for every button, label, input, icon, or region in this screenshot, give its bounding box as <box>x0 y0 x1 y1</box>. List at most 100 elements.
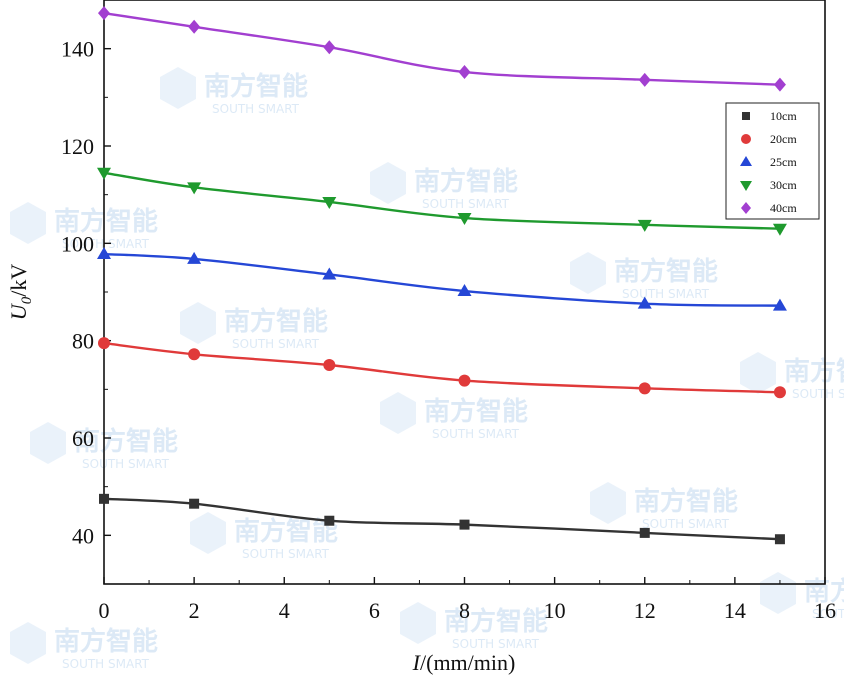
data-markers <box>97 6 787 545</box>
y-tick-label: 140 <box>61 37 94 62</box>
y-tick-label: 120 <box>61 134 94 159</box>
data-point-30cm <box>322 196 337 209</box>
data-point-20cm <box>773 386 786 399</box>
data-point-20cm <box>188 348 201 361</box>
watermark-logo-icon <box>570 252 606 294</box>
y-axis: 40 60 80 100 120 140 <box>61 0 111 585</box>
watermark-sub: SOUTH SMART <box>642 517 730 531</box>
legend-marker-25cm <box>740 156 752 166</box>
data-point-10cm <box>189 498 200 509</box>
data-point-10cm <box>99 493 109 504</box>
legend-marker-20cm <box>741 134 751 144</box>
data-point-30cm <box>187 182 202 195</box>
legend-label: 10cm <box>770 109 797 123</box>
watermark-brand: 南方智能 <box>804 576 844 607</box>
data-point-40cm <box>638 72 651 87</box>
data-point-40cm <box>188 19 201 34</box>
legend-marker-10cm <box>742 112 750 120</box>
data-point-40cm <box>458 65 471 80</box>
watermark-brand: 南方智能 <box>784 356 844 387</box>
x-tick-label: 6 <box>369 598 380 623</box>
data-point-25cm <box>457 284 472 297</box>
x-tick-label: 8 <box>459 598 470 623</box>
y-tick-label: 80 <box>72 329 94 354</box>
data-point-10cm <box>774 534 785 545</box>
watermark-brand: 南方智能 <box>224 306 328 337</box>
watermark-sub: SOUTH SMART <box>432 427 520 441</box>
x-axis: 0 2 4 6 8 10 12 14 16 <box>99 577 836 623</box>
watermark-logo-icon <box>160 67 196 109</box>
watermark-brand: 南方智能 <box>414 166 518 197</box>
watermark-brand: 南方智能 <box>634 486 738 517</box>
watermark-brand: 南方智能 <box>54 206 158 237</box>
watermark-logo-icon <box>10 622 46 664</box>
x-tick-label: 12 <box>634 598 656 623</box>
watermark-sub: SOUTH SMART <box>792 387 844 401</box>
data-point-20cm <box>323 359 336 371</box>
data-point-10cm <box>459 519 470 530</box>
watermark-sub: SOUTH SMART <box>62 657 150 671</box>
x-tick-label: 4 <box>279 598 290 623</box>
watermark-sub: SOUTH SMART <box>212 102 300 116</box>
watermark-logo-icon <box>400 602 436 644</box>
watermark-sub: SOUTH SMART <box>232 337 320 351</box>
legend-label: 40cm <box>770 201 797 215</box>
data-point-30cm <box>97 167 111 180</box>
y-tick-label: 60 <box>72 426 94 451</box>
data-point-25cm <box>637 296 652 309</box>
watermark-brand: 南方智能 <box>204 71 308 102</box>
watermark-logo-icon <box>590 482 626 524</box>
data-point-10cm <box>639 527 650 538</box>
watermark-sub: SOUTH SMART <box>622 287 710 301</box>
y-axis-title: U0/kV <box>6 264 35 321</box>
watermark-logo-icon <box>180 302 216 344</box>
y-tick-label: 100 <box>61 231 94 256</box>
watermark-sub: SOUTH SMART <box>812 607 844 621</box>
watermark-sub: SOUTH SMART <box>452 637 540 651</box>
watermark-brand: 南方智能 <box>74 426 178 457</box>
legend-box <box>725 102 820 220</box>
legend: 10cm 20cm 25cm 30cm 40cm <box>725 102 820 220</box>
watermark-sub: SOUTH SMART <box>242 547 330 561</box>
data-point-20cm <box>638 382 651 395</box>
watermark-logo-icon <box>760 572 796 614</box>
watermark-sub: SOUTH SMART <box>422 197 510 211</box>
data-point-40cm <box>323 40 336 55</box>
x-tick-label: 0 <box>99 598 110 623</box>
watermark-brand: 南方智能 <box>424 396 528 427</box>
data-point-25cm <box>322 267 337 280</box>
data-point-40cm <box>773 77 786 92</box>
watermark-sub: SOUTH SMART <box>82 457 170 471</box>
data-point-40cm <box>98 6 110 21</box>
data-point-25cm <box>97 247 111 260</box>
legend-label: 20cm <box>770 132 797 146</box>
watermark-brand: 南方智能 <box>444 606 548 637</box>
legend-marker-30cm <box>740 181 752 191</box>
data-point-20cm <box>98 337 110 350</box>
data-point-30cm <box>637 219 652 232</box>
data-point-30cm <box>457 213 472 226</box>
legend-label: 25cm <box>770 155 797 169</box>
data-point-10cm <box>324 515 335 526</box>
data-point-30cm <box>772 223 787 236</box>
fit-curve-20cm <box>103 341 780 394</box>
watermark-logo-icon <box>380 392 416 434</box>
watermark-logo-icon <box>740 352 776 394</box>
y-tick-label: 40 <box>72 523 94 548</box>
x-tick-label: 2 <box>189 598 200 623</box>
watermark-logo-icon <box>370 162 406 204</box>
watermark-logo-icon <box>190 512 226 554</box>
x-tick-label: 16 <box>814 598 836 623</box>
